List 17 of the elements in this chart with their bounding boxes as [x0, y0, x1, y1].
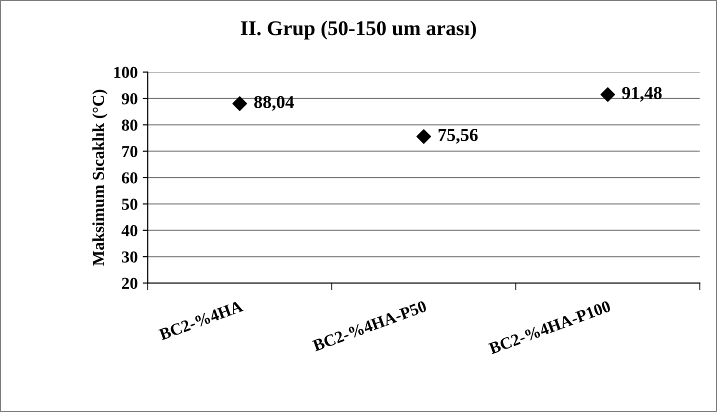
- chart-title: II. Grup (50-150 um arası): [240, 20, 476, 40]
- point: [416, 129, 432, 144]
- y-tick-label: 90: [122, 93, 138, 104]
- point: [232, 96, 247, 111]
- y-tick-label: 20: [122, 278, 138, 289]
- y-tick-label: 60: [122, 172, 138, 184]
- y-tick-label: 70: [122, 146, 138, 158]
- data-label: 91,48: [622, 86, 662, 102]
- y-tick-label: 100: [114, 66, 138, 78]
- y-tick-label: 80: [122, 120, 138, 131]
- y-axis-title: Maksimum Sıcaklık (°C): [92, 90, 108, 266]
- y-tick-label: 50: [122, 198, 138, 210]
- y-tick-label: 30: [122, 251, 138, 263]
- data-label: 88,04: [254, 96, 294, 111]
- data-label: 75,56: [438, 128, 478, 144]
- y-tick-label: 40: [122, 225, 138, 236]
- point: [600, 87, 616, 102]
